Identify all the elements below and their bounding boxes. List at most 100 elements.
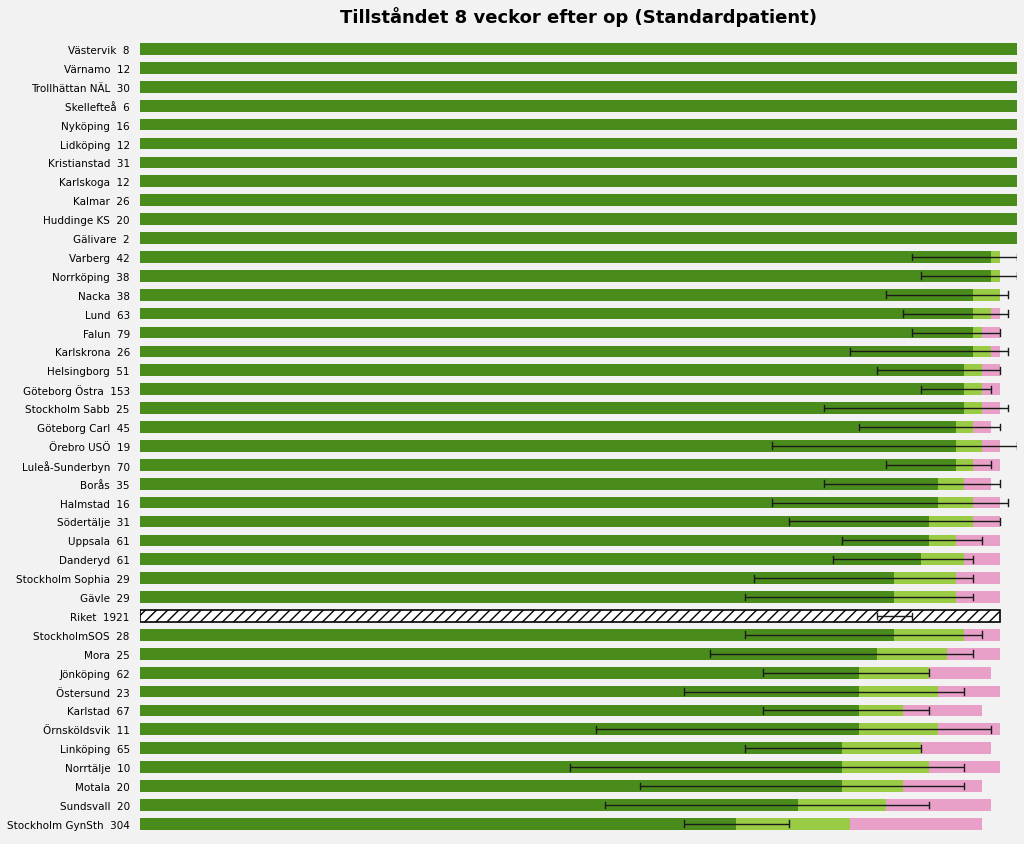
Bar xyxy=(965,554,999,565)
Bar xyxy=(991,346,999,358)
Bar xyxy=(973,346,991,358)
Bar xyxy=(938,723,999,735)
Bar xyxy=(842,780,903,792)
Bar xyxy=(921,743,991,755)
Bar xyxy=(140,610,999,622)
Bar xyxy=(973,308,991,320)
Bar xyxy=(140,176,1017,188)
Bar xyxy=(965,630,999,641)
Bar xyxy=(973,497,999,509)
Bar xyxy=(859,686,938,698)
Bar xyxy=(982,441,999,452)
Bar xyxy=(140,705,859,717)
Bar xyxy=(140,138,1017,150)
Bar xyxy=(140,82,1017,94)
Bar xyxy=(955,441,982,452)
Bar xyxy=(140,686,859,698)
Bar xyxy=(859,667,930,679)
Bar xyxy=(140,818,736,830)
Bar xyxy=(859,723,938,735)
Bar xyxy=(921,554,965,565)
Bar xyxy=(991,271,999,283)
Bar xyxy=(930,535,955,547)
Bar xyxy=(140,214,1017,225)
Bar xyxy=(955,535,999,547)
Bar xyxy=(938,497,973,509)
Bar xyxy=(140,100,1017,112)
Bar xyxy=(930,516,973,528)
Bar xyxy=(955,592,999,603)
Bar xyxy=(140,233,1017,245)
Bar xyxy=(140,516,930,528)
Bar xyxy=(930,761,999,773)
Bar xyxy=(140,630,894,641)
Bar xyxy=(140,271,991,283)
Bar xyxy=(859,705,903,717)
Bar xyxy=(938,686,999,698)
Bar xyxy=(140,403,965,414)
Bar xyxy=(991,308,999,320)
Bar xyxy=(842,743,921,755)
Title: Tillståndet 8 veckor efter op (Standardpatient): Tillståndet 8 veckor efter op (Standardp… xyxy=(340,7,817,27)
Bar xyxy=(982,327,999,339)
Bar xyxy=(982,384,999,396)
Bar xyxy=(140,289,973,301)
Bar xyxy=(140,157,1017,169)
Bar xyxy=(973,327,982,339)
Bar xyxy=(991,252,999,263)
Bar xyxy=(140,459,955,471)
Bar xyxy=(140,497,938,509)
Bar xyxy=(140,554,921,565)
Bar xyxy=(140,63,1017,75)
Bar xyxy=(965,365,982,376)
Bar xyxy=(955,572,999,584)
Bar xyxy=(903,705,982,717)
Bar xyxy=(140,723,859,735)
Bar xyxy=(965,479,991,490)
Bar xyxy=(965,403,982,414)
Bar xyxy=(973,459,999,471)
Bar xyxy=(140,743,842,755)
Bar xyxy=(982,403,999,414)
Bar xyxy=(140,648,877,660)
Bar xyxy=(973,289,999,301)
Bar xyxy=(982,365,999,376)
Bar xyxy=(894,630,965,641)
Bar xyxy=(947,648,999,660)
Bar xyxy=(140,120,1017,132)
Bar xyxy=(736,818,851,830)
Bar xyxy=(965,384,982,396)
Bar xyxy=(903,780,982,792)
Bar xyxy=(140,422,955,433)
Bar xyxy=(140,761,842,773)
Bar xyxy=(938,479,965,490)
Bar xyxy=(140,780,842,792)
Bar xyxy=(894,572,955,584)
Bar xyxy=(140,667,859,679)
Bar xyxy=(140,308,973,320)
Bar xyxy=(140,327,973,339)
Bar xyxy=(140,384,965,396)
Bar xyxy=(877,648,947,660)
Bar xyxy=(886,799,991,811)
Bar xyxy=(140,441,955,452)
Bar xyxy=(894,592,955,603)
Bar xyxy=(140,479,938,490)
Bar xyxy=(140,195,1017,207)
Bar xyxy=(140,799,798,811)
Bar xyxy=(842,761,930,773)
Bar xyxy=(140,44,1017,56)
Bar xyxy=(798,799,886,811)
Bar xyxy=(930,667,991,679)
Bar xyxy=(140,365,965,376)
Bar xyxy=(973,422,991,433)
Bar xyxy=(140,346,973,358)
Bar xyxy=(140,252,991,263)
Bar xyxy=(140,592,894,603)
Bar xyxy=(140,572,894,584)
Bar xyxy=(140,535,930,547)
Bar xyxy=(955,459,973,471)
Bar xyxy=(955,422,973,433)
Bar xyxy=(973,516,999,528)
Bar xyxy=(851,818,982,830)
